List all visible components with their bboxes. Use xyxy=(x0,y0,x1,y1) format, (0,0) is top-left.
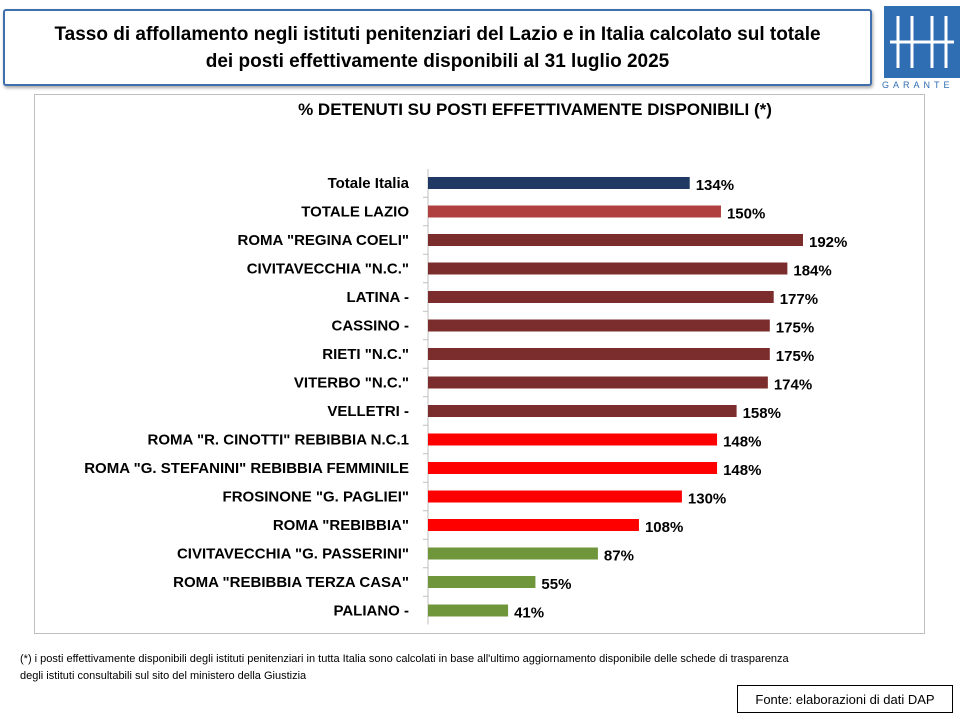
footnote-line2: degli istituti consultabili sul sito del… xyxy=(20,670,307,682)
category-label: CASSINO - xyxy=(331,318,409,335)
bar xyxy=(428,576,536,588)
title-box: Tasso di affollamento negli istituti pen… xyxy=(3,9,872,86)
value-label: 87% xyxy=(604,548,634,565)
category-label: PALIANO - xyxy=(333,603,409,620)
source-box: Fonte: elaborazioni di dati DAP xyxy=(737,685,953,713)
bar xyxy=(428,319,770,332)
value-label: 177% xyxy=(780,291,818,308)
value-label: 150% xyxy=(727,206,765,223)
value-label: 134% xyxy=(696,177,734,194)
category-label: FROSINONE "G. PAGLIEI" xyxy=(223,489,409,506)
bar xyxy=(428,348,770,360)
bar xyxy=(428,405,737,417)
logo-text: GARANTE DIRITTI DETENUTI xyxy=(882,80,960,90)
value-label: 175% xyxy=(776,348,814,365)
value-label: 184% xyxy=(793,263,831,280)
value-label: 55% xyxy=(541,576,571,593)
footnote-line1: (*) i posti effettivamente disponibili d… xyxy=(20,653,789,665)
category-label: LATINA - xyxy=(347,289,409,306)
category-label: RIETI "N.C." xyxy=(322,346,409,363)
bar xyxy=(428,291,774,303)
bar xyxy=(428,205,721,218)
value-label: 175% xyxy=(776,320,814,337)
bar xyxy=(428,376,768,389)
value-label: 148% xyxy=(723,462,761,479)
category-label: CIVITAVECCHIA "G. PASSERINI" xyxy=(177,546,409,563)
value-label: 108% xyxy=(645,519,683,536)
bar xyxy=(428,433,718,446)
value-label: 148% xyxy=(723,434,761,451)
category-label: ROMA "REBIBBIA TERZA CASA" xyxy=(173,574,409,591)
chart-title: % DETENUTI SU POSTI EFFETTIVAMENTE DISPO… xyxy=(298,100,772,119)
category-label: ROMA "REBIBBIA" xyxy=(273,517,409,534)
bar xyxy=(428,547,598,560)
bar xyxy=(428,234,803,246)
category-label: VELLETRI - xyxy=(327,403,409,420)
category-label: TOTALE LAZIO xyxy=(301,204,409,221)
category-label: ROMA "R. CINOTTI" REBIBBIA N.C.1 xyxy=(148,432,409,449)
page-title-line2: dei posti effettivamente disponibili al … xyxy=(205,50,670,72)
footnote: (*) i posti effettivamente disponibili d… xyxy=(20,651,950,685)
category-label: Totale Italia xyxy=(328,175,410,192)
source-label: Fonte: elaborazioni di dati DAP xyxy=(755,691,935,707)
value-label: 41% xyxy=(514,605,544,622)
logo-mark-icon xyxy=(884,6,960,78)
value-label: 174% xyxy=(774,377,812,394)
bar xyxy=(428,519,639,531)
bar xyxy=(428,262,788,275)
value-label: 130% xyxy=(688,491,726,508)
garante-logo: GARANTE DIRITTI DETENUTI xyxy=(882,3,960,113)
category-label: CIVITAVECCHIA "N.C." xyxy=(247,261,409,278)
category-label: ROMA "G. STEFANINI" REBIBBIA FEMMINILE xyxy=(84,460,409,477)
category-label: VITERBO "N.C." xyxy=(294,375,409,392)
page-title-line1: Tasso di affollamento negli istituti pen… xyxy=(54,23,821,45)
value-label: 192% xyxy=(809,234,847,251)
bar xyxy=(428,490,682,503)
bar xyxy=(428,604,509,617)
bar xyxy=(428,177,690,189)
bar xyxy=(428,462,718,474)
value-label: 158% xyxy=(743,405,781,422)
category-label: ROMA "REGINA COELI" xyxy=(238,232,409,249)
